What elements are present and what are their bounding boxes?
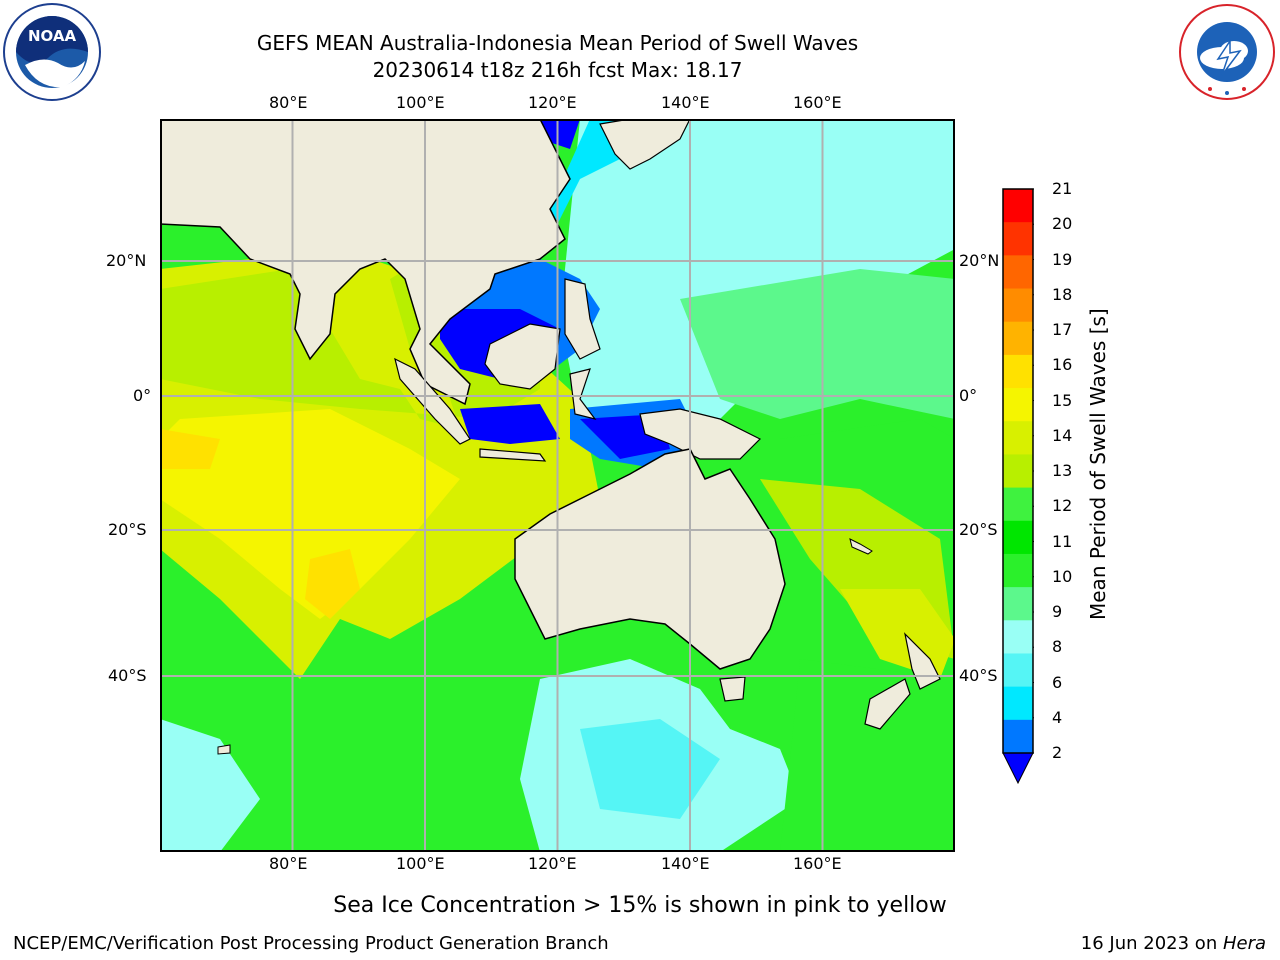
colorbar-segment (1003, 421, 1033, 455)
colorbar-tick-label: 14 (1052, 425, 1073, 445)
lon-label-bottom-140e: 140°E (661, 854, 710, 873)
chart-title: GEFS MEAN Australia-Indonesia Mean Perio… (256, 31, 859, 55)
colorbar-tick-label: 2 (1052, 743, 1063, 762)
run-date: 16 Jun 2023 on Hera (1081, 933, 1266, 954)
colorbar-label: Mean Period of Swell Waves [s] (1086, 308, 1110, 620)
nws-logo (1178, 3, 1276, 101)
noaa-logo-text: NOAA (28, 27, 77, 45)
colorbar-segment (1003, 354, 1033, 389)
colorbar-segment (1003, 255, 1033, 290)
colorbar-segment (1003, 487, 1033, 522)
colorbar-tick-label: 12 (1052, 496, 1073, 516)
colorbar-tick-label: 8 (1052, 637, 1063, 657)
swell-period-map (160, 119, 955, 852)
lat-label-right-20n: 20°N (959, 251, 1000, 270)
colorbar-segment (1003, 454, 1033, 489)
sea-ice-note: Sea Ice Concentration > 15% is shown in … (333, 893, 947, 918)
lon-label-bottom-120e: 120°E (528, 854, 577, 873)
colorbar-tick-label: 16 (1052, 355, 1073, 375)
colorbar-segment (1003, 321, 1033, 356)
map-panel (160, 119, 955, 852)
colorbar-segment (1003, 222, 1033, 256)
colorbar-tick-label: 11 (1052, 531, 1073, 551)
colorbar-segment (1003, 388, 1033, 422)
colorbar-segment (1003, 189, 1033, 223)
colorbar-segment (1003, 686, 1033, 721)
colorbar-segment (1003, 620, 1033, 654)
lat-label-left-20n: 20°N (106, 251, 147, 270)
colorbar-segment (1003, 520, 1033, 555)
colorbar-tick-labels: 21 20 19 18 17 16 15 14 13 12 11 10 9 8 6 4 2 (1052, 180, 1092, 762)
lon-label-top-80e: 80°E (269, 93, 308, 112)
lat-label-left-0: 0° (133, 386, 152, 405)
lat-label-left-20s: 20°S (108, 520, 147, 539)
colorbar-tick-label: 21 (1052, 179, 1073, 198)
colorbar-tick-label: 17 (1052, 320, 1073, 339)
colorbar-tick-label: 15 (1052, 390, 1073, 410)
colorbar-segment (1003, 587, 1033, 621)
lat-label-right-40s: 40°S (959, 666, 998, 685)
lon-label-bottom-100e: 100°E (396, 854, 445, 873)
credit-line: NCEP/EMC/Verification Post Processing Pr… (13, 933, 609, 954)
colorbar-extend-triangle (1002, 752, 1034, 785)
colorbar-tick-label: 20 (1052, 214, 1073, 234)
colorbar-segment (1003, 719, 1033, 754)
colorbar-tick-label: 19 (1052, 249, 1073, 269)
graticule (160, 119, 955, 852)
lon-label-top-100e: 100°E (396, 93, 445, 112)
lon-label-top-140e: 140°E (661, 93, 710, 112)
machine-name: Hera (1222, 933, 1266, 954)
colorbar-segment (1003, 288, 1033, 323)
lat-label-left-40s: 40°S (108, 666, 147, 685)
noaa-logo: NOAA (3, 3, 101, 101)
map-frame (160, 119, 955, 852)
lon-label-top-120e: 120°E (528, 93, 577, 112)
colorbar-segment (1003, 553, 1033, 588)
colorbar-tick-label: 6 (1052, 672, 1063, 692)
colorbar-tick-label: 4 (1052, 707, 1063, 727)
colorbar-tick-label: 9 (1052, 602, 1063, 621)
colorbar-tick-label: 13 (1052, 461, 1073, 480)
colorbar-segment (1003, 653, 1033, 688)
lon-label-top-160e: 160°E (793, 93, 842, 112)
colorbar-tick-label: 18 (1052, 284, 1073, 304)
colorbar-tick-label: 10 (1052, 566, 1073, 586)
run-date-text: 16 Jun 2023 on (1080, 933, 1223, 954)
lon-label-bottom-160e: 160°E (793, 854, 842, 873)
lat-label-right-20s: 20°S (959, 520, 998, 539)
chart-subtitle: 20230614 t18z 216h fcst Max: 18.17 (372, 58, 743, 82)
colorbar (1002, 188, 1034, 785)
lon-label-bottom-80e: 80°E (269, 854, 308, 873)
lat-label-right-0: 0° (959, 386, 978, 405)
